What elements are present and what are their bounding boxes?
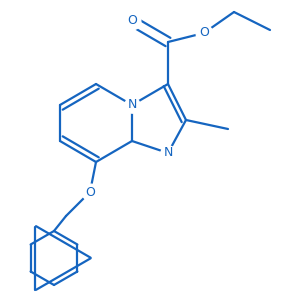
Text: N: N xyxy=(127,98,137,112)
Text: O: O xyxy=(199,26,209,40)
Text: O: O xyxy=(85,185,95,199)
Text: O: O xyxy=(127,14,137,28)
Text: N: N xyxy=(163,146,173,160)
